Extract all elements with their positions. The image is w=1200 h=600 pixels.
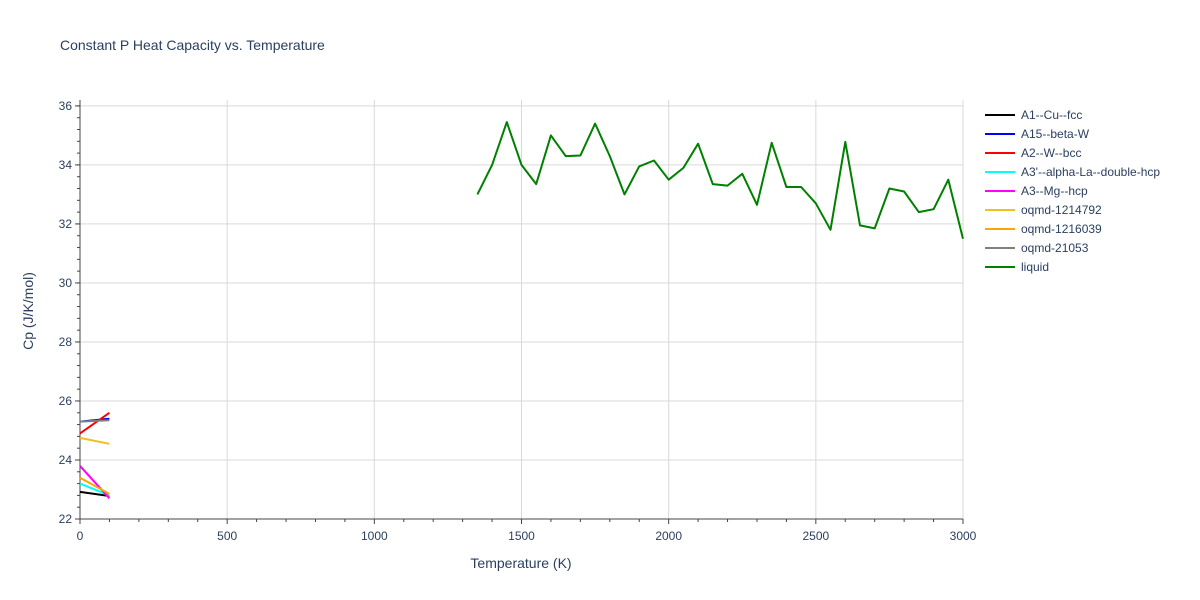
y-tick-label: 28 bbox=[59, 335, 73, 349]
legend-item[interactable]: oqmd-21053 bbox=[985, 241, 1089, 255]
legend-item[interactable]: liquid bbox=[985, 260, 1049, 274]
y-axis-title: Cp (J/K/mol) bbox=[20, 272, 36, 350]
legend: A1--Cu--fcc A15--beta-W A2--W--bcc A3'--alp… bbox=[985, 108, 1160, 274]
legend-item[interactable]: A2--W--bcc bbox=[985, 146, 1081, 160]
x-axis-title: Temperature (K) bbox=[470, 555, 571, 571]
plot-area bbox=[79, 121, 964, 499]
grid bbox=[80, 100, 964, 519]
y-tick-label: 34 bbox=[59, 158, 73, 172]
legend-label: A15--beta-W bbox=[1021, 127, 1090, 141]
series-line-oqmd-1216039 bbox=[79, 476, 110, 495]
series-line-a3-mg-hcp bbox=[79, 465, 111, 499]
series-line-a1-cu-fcc bbox=[79, 490, 110, 497]
axes: 0 500 1000 1500 2000 2500 3000 22 24 26 28 30 32 34 36 bbox=[59, 99, 977, 543]
series-line-liquid bbox=[476, 121, 964, 239]
legend-item[interactable]: A1--Cu--fcc bbox=[985, 108, 1082, 122]
x-tick-label: 2500 bbox=[802, 529, 829, 543]
legend-label: A3'--alpha-La--double-hcp bbox=[1021, 165, 1160, 179]
series-line-oqmd-21053 bbox=[79, 419, 110, 423]
legend-label: liquid bbox=[1021, 260, 1049, 274]
legend-label: oqmd-1216039 bbox=[1021, 222, 1102, 236]
y-tick-label: 32 bbox=[59, 217, 73, 231]
series-line-a2-w-bcc bbox=[79, 411, 110, 435]
legend-label: oqmd-21053 bbox=[1021, 241, 1089, 255]
x-tick-label: 500 bbox=[217, 529, 237, 543]
legend-label: A2--W--bcc bbox=[1021, 146, 1081, 160]
x-tick-label: 1000 bbox=[361, 529, 388, 543]
legend-item[interactable]: A3'--alpha-La--double-hcp bbox=[985, 165, 1160, 179]
legend-item[interactable]: A15--beta-W bbox=[985, 127, 1090, 141]
series-line-oqmd-1214792 bbox=[79, 436, 110, 445]
y-tick-label: 30 bbox=[59, 276, 73, 290]
legend-item[interactable]: oqmd-1214792 bbox=[985, 203, 1102, 217]
y-tick-label: 22 bbox=[59, 512, 73, 526]
y-tick-label: 36 bbox=[59, 99, 73, 113]
legend-label: A3--Mg--hcp bbox=[1021, 184, 1088, 198]
legend-item[interactable]: A3--Mg--hcp bbox=[985, 184, 1088, 198]
legend-label: oqmd-1214792 bbox=[1021, 203, 1102, 217]
y-tick-label: 24 bbox=[59, 453, 73, 467]
x-tick-label: 0 bbox=[77, 529, 84, 543]
x-tick-label: 3000 bbox=[950, 529, 977, 543]
x-tick-label: 2000 bbox=[655, 529, 682, 543]
chart-title: Constant P Heat Capacity vs. Temperature bbox=[60, 37, 325, 53]
y-tick-label: 26 bbox=[59, 394, 73, 408]
legend-label: A1--Cu--fcc bbox=[1021, 108, 1082, 122]
x-tick-label: 1500 bbox=[508, 529, 535, 543]
legend-item[interactable]: oqmd-1216039 bbox=[985, 222, 1102, 236]
